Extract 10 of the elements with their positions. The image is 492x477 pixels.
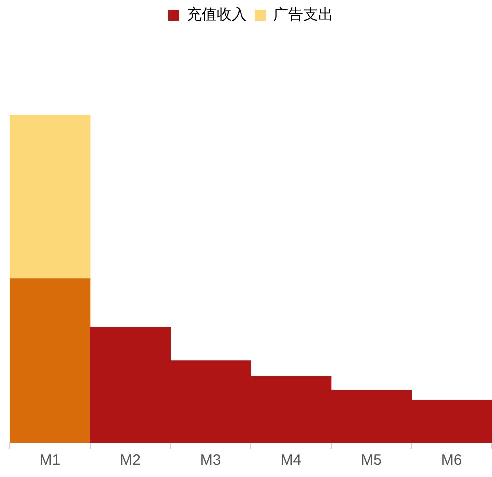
x-tick-label: M5	[361, 452, 382, 470]
x-tick-label: M2	[120, 452, 141, 470]
legend-label: 充值收入	[187, 5, 247, 24]
x-tick-label: M6	[441, 452, 462, 470]
x-tick-label: M1	[40, 452, 61, 470]
x-tick-label: M4	[280, 452, 302, 470]
bar	[10, 278, 91, 443]
legend-label: 广告支出	[274, 5, 334, 24]
x-tick-label: M3	[200, 452, 222, 470]
bar	[10, 115, 91, 280]
